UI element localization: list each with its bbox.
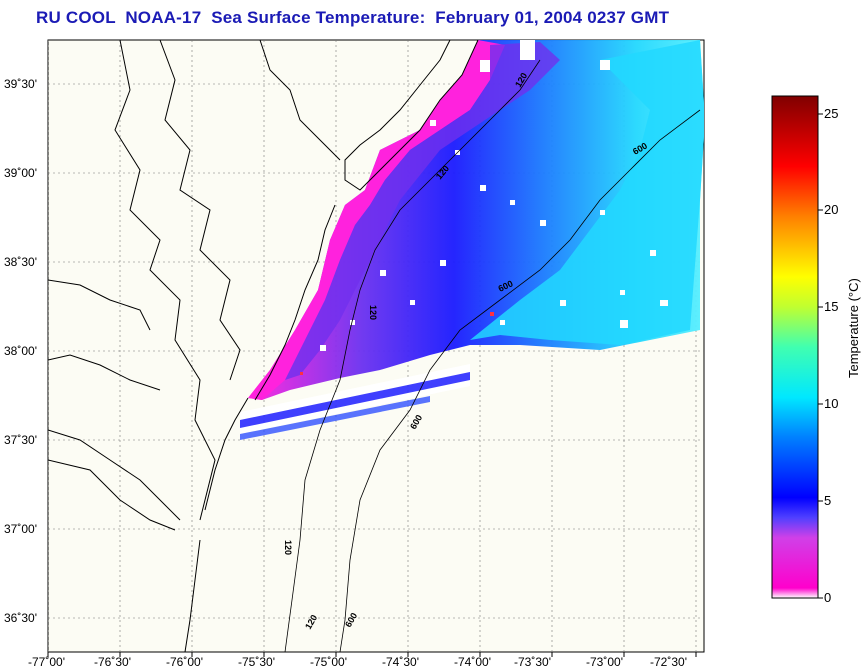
x-axis-labels: -77˚00' -76˚30' -76˚00' -75˚30' -75˚00' … (28, 655, 687, 669)
colorbar-tick-label: 20 (824, 202, 838, 217)
x-tick-label: -76˚30' (94, 655, 131, 669)
colorbar: 0 5 10 15 20 25 Temperature (°C) (771, 95, 861, 605)
svg-text:120: 120 (283, 540, 293, 555)
y-tick-label: 38˚30' (4, 255, 37, 269)
y-tick-label: 38˚00' (4, 344, 37, 358)
colorbar-tick-label: 0 (824, 590, 831, 605)
map-title: RU COOL NOAA-17 Sea Surface Temperature:… (36, 8, 670, 27)
x-tick-label: -77˚00' (28, 655, 65, 669)
x-tick-label: -76˚00' (166, 655, 203, 669)
x-tick-label: -74˚30' (382, 655, 419, 669)
bathymetry-contours (284, 59, 701, 652)
y-tick-label: 36˚30' (4, 611, 37, 625)
svg-text:120: 120 (368, 305, 378, 320)
x-tick-label: -73˚00' (586, 655, 623, 669)
y-tick-label: 37˚00' (4, 522, 37, 536)
colorbar-tick-label: 15 (824, 299, 838, 314)
x-tick-label: -75˚00' (310, 655, 347, 669)
colorbar-tick-label: 10 (824, 396, 838, 411)
colorbar-tick-label: 25 (824, 106, 838, 121)
coastline (48, 40, 479, 652)
y-tick-label: 39˚30' (4, 77, 37, 91)
sst-data (240, 40, 704, 440)
colorbar-title: Temperature (°C) (846, 278, 861, 378)
y-tick-label: 39˚00' (4, 166, 37, 180)
x-tick-label: -74˚00' (454, 655, 491, 669)
y-tick-label: 37˚30' (4, 433, 37, 447)
x-tick-label: -72˚30' (650, 655, 687, 669)
colorbar-ramp (771, 95, 819, 599)
y-axis-labels: 39˚30' 39˚00' 38˚30' 38˚00' 37˚30' 37˚00… (4, 77, 37, 625)
x-tick-label: -75˚30' (238, 655, 275, 669)
x-tick-label: -73˚30' (514, 655, 551, 669)
colorbar-tick-label: 5 (824, 493, 831, 508)
